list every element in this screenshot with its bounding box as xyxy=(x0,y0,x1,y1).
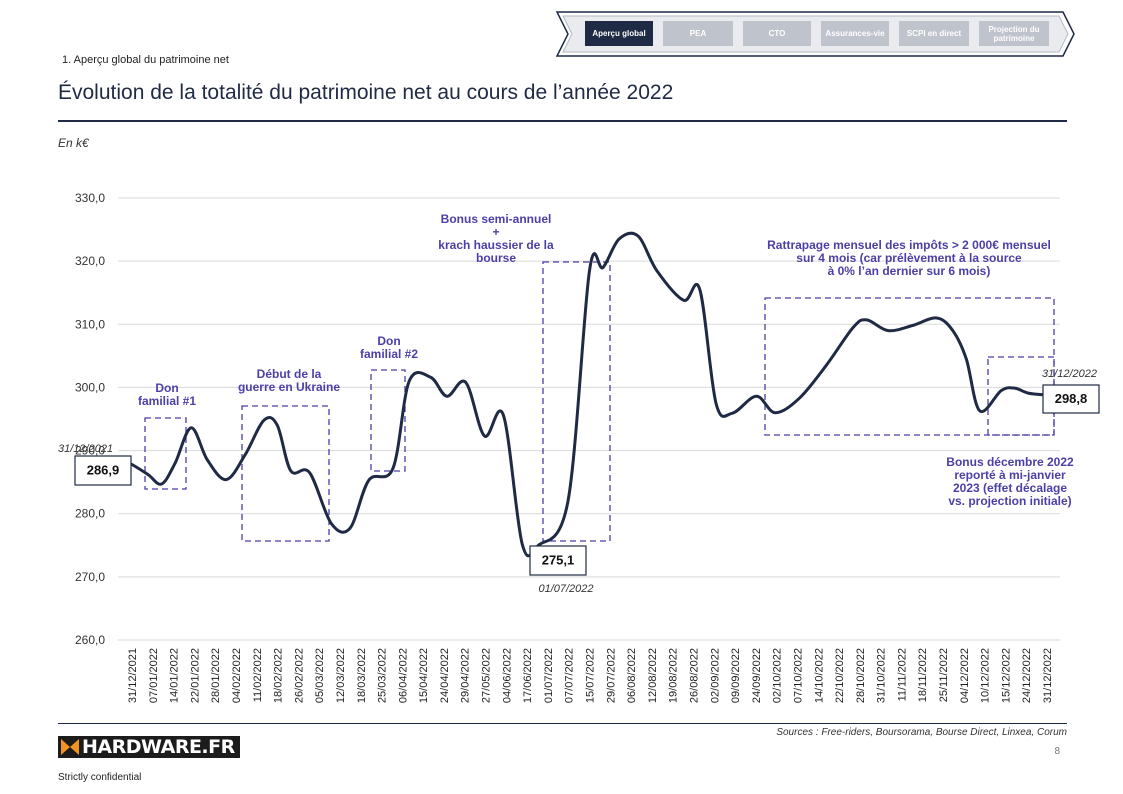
footer-divider xyxy=(58,723,1067,724)
section-label: 1. Aperçu global du patrimoine net xyxy=(62,54,229,66)
y-tick-label: 290,0 xyxy=(75,444,105,458)
annotation-don-familial-1: Don familial #1 xyxy=(138,381,196,408)
x-tick-label: 06/04/2022 xyxy=(397,648,409,703)
tab-projection[interactable]: Projection du patrimoine xyxy=(979,21,1049,46)
x-tick-label: 24/09/2022 xyxy=(751,648,763,703)
x-tick-label: 31/12/2021 xyxy=(127,648,139,703)
x-tick-label: 12/03/2022 xyxy=(335,648,347,703)
x-tick-label: 11/11/2022 xyxy=(896,648,908,701)
y-tick-label: 320,0 xyxy=(75,254,105,268)
value-marker-date: 01/07/2022 xyxy=(538,583,593,595)
x-tick-label: 07/01/2022 xyxy=(148,648,160,703)
y-tick-label: 300,0 xyxy=(75,380,105,394)
value-marker-box xyxy=(74,455,132,486)
y-tick-label: 310,0 xyxy=(75,317,105,331)
x-tick-label: 02/10/2022 xyxy=(772,648,784,703)
tab-assurances-vie[interactable]: Assurances-vie xyxy=(821,21,889,46)
x-tick-label: 24/12/2022 xyxy=(1021,648,1033,703)
x-tick-label: 15/12/2022 xyxy=(1000,648,1012,703)
x-tick-label: 25/11/2022 xyxy=(938,648,950,702)
annotation-rattrapage-impots: Rattrapage mensuel des impôts > 2 000€ m… xyxy=(767,238,1051,278)
value-marker-label: 298,8 xyxy=(1055,391,1088,406)
x-tick-label: 06/08/2022 xyxy=(626,648,638,703)
x-tick-label: 10/12/2022 xyxy=(980,648,992,703)
x-tick-label: 29/07/2022 xyxy=(605,648,617,703)
x-tick-label: 11/02/2022 xyxy=(252,648,264,702)
x-tick-label: 15/04/2022 xyxy=(418,648,430,703)
y-tick-label: 280,0 xyxy=(75,507,105,521)
y-tick-label: 260,0 xyxy=(75,633,105,647)
annotation-box xyxy=(241,405,330,542)
annotation-box xyxy=(542,261,611,542)
x-tick-label: 14/10/2022 xyxy=(813,648,825,703)
x-tick-label: 19/08/2022 xyxy=(668,648,680,703)
annotation-box xyxy=(764,297,1055,436)
x-tick-label: 14/01/2022 xyxy=(169,648,181,703)
x-tick-label: 07/10/2022 xyxy=(792,648,804,703)
x-tick-label: 04/06/2022 xyxy=(501,648,513,703)
annotation-guerre-ukraine: Début de la guerre en Ukraine xyxy=(238,367,340,394)
x-tick-label: 04/02/2022 xyxy=(231,648,243,703)
value-marker-date: 31/12/2021 xyxy=(58,443,113,455)
x-tick-label: 24/04/2022 xyxy=(439,648,451,703)
value-marker-label: 275,1 xyxy=(542,553,575,568)
series-line-patrimoine xyxy=(130,231,1049,558)
tab-apercu-global[interactable]: Aperçu global xyxy=(585,21,653,46)
y-tick-label: 270,0 xyxy=(75,570,105,584)
sources-note: Sources : Free-riders, Boursorama, Bours… xyxy=(776,727,1067,738)
annotation-box xyxy=(144,417,187,490)
x-tick-label: 28/01/2022 xyxy=(210,648,222,703)
annotation-bonus-semi-annuel: Bonus semi-annuel + krach haussier de la bo… xyxy=(438,212,554,265)
x-tick-label: 28/10/2022 xyxy=(855,648,867,703)
x-tick-label: 15/07/2022 xyxy=(585,648,597,703)
x-tick-label: 26/08/2022 xyxy=(688,648,700,703)
x-tick-label: 18/11/2022 xyxy=(917,648,929,702)
unit-label: En k€ xyxy=(58,136,89,150)
x-tick-label: 18/03/2022 xyxy=(356,648,368,703)
logo-mark-icon xyxy=(61,739,79,755)
confidential-note: Strictly confidential xyxy=(58,772,142,783)
value-marker-box xyxy=(529,545,587,576)
x-tick-label: 04/12/2022 xyxy=(959,648,971,703)
x-tick-label: 25/03/2022 xyxy=(377,648,389,703)
x-tick-label: 02/09/2022 xyxy=(709,648,721,703)
x-tick-label: 22/10/2022 xyxy=(834,648,846,703)
title-divider xyxy=(58,120,1067,122)
x-tick-label: 31/10/2022 xyxy=(876,648,888,703)
x-tick-label: 31/12/2022 xyxy=(1042,648,1054,703)
value-marker-box xyxy=(1042,384,1100,414)
tab-cto[interactable]: CTO xyxy=(743,21,811,46)
x-tick-label: 07/07/2022 xyxy=(564,648,576,703)
x-tick-label: 18/02/2022 xyxy=(273,648,285,703)
annotation-don-familial-2: Don familial #2 xyxy=(360,334,418,361)
x-tick-label: 17/06/2022 xyxy=(522,648,534,703)
logo-text: HARDWARE.FR xyxy=(82,736,235,758)
page-title: Évolution de la totalité du patrimoine n… xyxy=(58,81,674,104)
value-marker-date: 31/12/2022 xyxy=(1042,368,1097,380)
hardware-fr-logo: HARDWARE.FR xyxy=(58,736,240,758)
annotation-box xyxy=(370,369,406,472)
x-tick-label: 12/08/2022 xyxy=(647,648,659,703)
value-marker-label: 286,9 xyxy=(87,463,120,478)
x-tick-label: 29/04/2022 xyxy=(460,648,472,703)
y-tick-label: 330,0 xyxy=(75,191,105,205)
tab-pea[interactable]: PEA xyxy=(663,21,733,46)
x-tick-label: 05/03/2022 xyxy=(314,648,326,703)
x-tick-label: 22/01/2022 xyxy=(189,648,201,703)
x-tick-label: 01/07/2022 xyxy=(543,648,555,703)
x-tick-label: 27/05/2022 xyxy=(481,648,493,703)
page-number: 8 xyxy=(1054,746,1060,757)
tab-scpi[interactable]: SCPI en direct xyxy=(899,21,969,46)
x-tick-label: 09/09/2022 xyxy=(730,648,742,703)
annotation-bonus-decembre: Bonus décembre 2022 reporté à mi-janvier 2… xyxy=(946,455,1074,508)
x-tick-label: 26/02/2022 xyxy=(293,648,305,703)
